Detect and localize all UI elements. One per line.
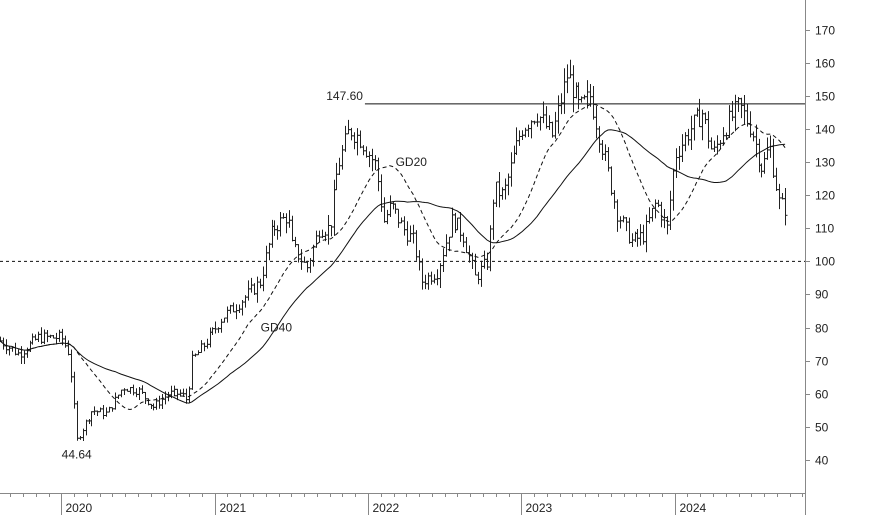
y-tick-label: 150	[815, 90, 835, 104]
y-tick-label: 120	[815, 189, 835, 203]
y-tick-label: 90	[815, 288, 829, 302]
moving-averages	[0, 103, 786, 411]
y-tick-label: 170	[815, 24, 835, 38]
ma-label-gd40: GD40	[261, 321, 293, 335]
y-tick-label: 140	[815, 123, 835, 137]
y-tick-label: 70	[815, 355, 829, 369]
moving-average-gd20	[0, 103, 786, 411]
axes: 40 50 60 70 80 90 100 110 120 130 140 150 160 170 2020…	[0, 0, 835, 515]
x-tick-label: 2022	[373, 501, 400, 515]
moving-average-gd40	[0, 129, 786, 404]
ohlc-bars	[0, 59, 788, 441]
x-tick-label: 2023	[526, 501, 553, 515]
low-value-label: 44.64	[62, 448, 92, 462]
x-tick-label: 2021	[220, 501, 247, 515]
y-tick-label: 50	[815, 421, 829, 435]
ohlc-bar	[783, 188, 788, 226]
y-tick-label: 110	[815, 222, 834, 236]
y-tick-label: 100	[815, 255, 835, 269]
y-tick-label: 160	[815, 57, 835, 71]
y-tick-label: 40	[815, 454, 829, 468]
annotations: 147.60 44.64 GD20 GD40	[62, 89, 428, 462]
y-tick-label: 60	[815, 388, 829, 402]
reference-lines	[0, 103, 805, 262]
y-tick-label: 130	[815, 156, 835, 170]
ma-label-gd20: GD20	[396, 155, 428, 169]
x-tick-label: 2020	[66, 501, 93, 515]
y-tick-label: 80	[815, 322, 829, 336]
x-tick-label: 2024	[680, 501, 707, 515]
high-value-label: 147.60	[326, 89, 363, 103]
